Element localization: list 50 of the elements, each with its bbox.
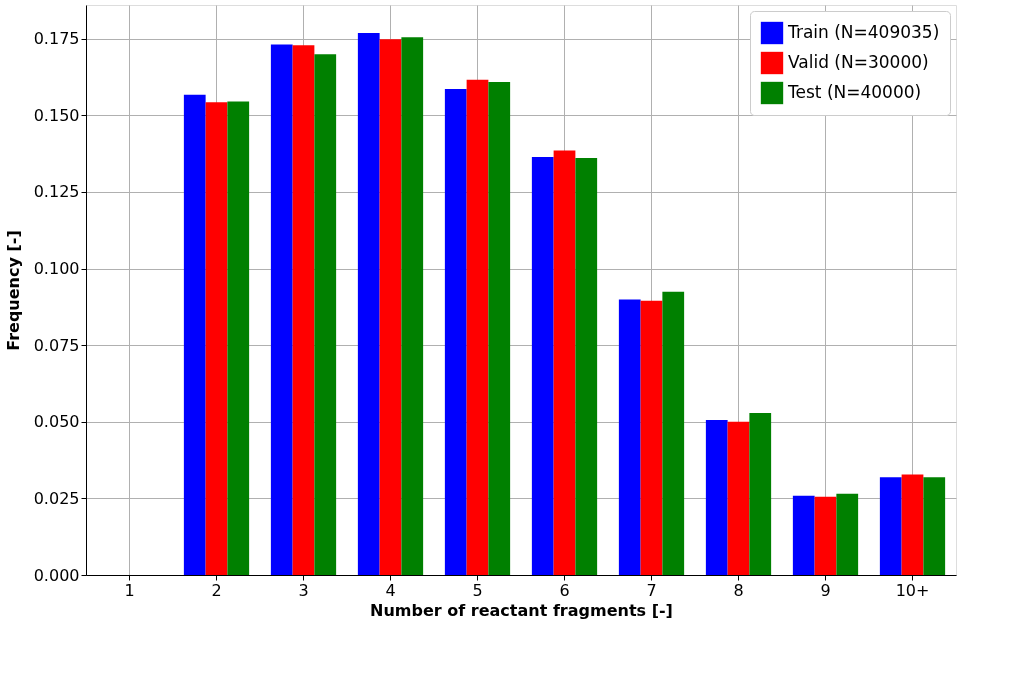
bar (814, 496, 837, 575)
bar (836, 493, 859, 575)
bar (488, 81, 511, 575)
x-tick-label: 5 (472, 580, 483, 600)
bar (357, 32, 380, 575)
bar (553, 150, 576, 575)
y-tick-label: 0.050 (33, 412, 80, 432)
bar (879, 477, 902, 575)
x-tick-label: 8 (733, 580, 744, 600)
bar (227, 101, 250, 575)
bar (379, 39, 402, 575)
bar (749, 412, 772, 575)
y-tick-label: 0.075 (33, 335, 80, 355)
bar (292, 45, 315, 575)
bar (575, 157, 598, 575)
bar (727, 421, 750, 575)
bar (705, 419, 728, 575)
legend-label: Test (N=40000) (787, 82, 922, 102)
bar (466, 79, 489, 575)
bar (662, 291, 685, 575)
x-tick-label: 9 (820, 580, 831, 600)
y-tick-label: 0.025 (33, 488, 80, 508)
x-tick-label: 6 (559, 580, 570, 600)
x-tick-label: 3 (298, 580, 309, 600)
bar (618, 299, 641, 575)
bar (205, 102, 228, 575)
y-tick-label: 0.150 (33, 105, 80, 125)
y-axis-title: Frequency [-] (3, 230, 23, 351)
legend-label: Valid (N=30000) (788, 52, 929, 72)
bar (792, 495, 815, 575)
x-tick-label: 10+ (895, 580, 930, 600)
bar (531, 157, 554, 575)
x-tick-label: 7 (646, 580, 657, 600)
y-tick-label: 0.000 (33, 565, 80, 585)
bar (401, 37, 424, 575)
y-tick-label: 0.125 (33, 182, 80, 202)
x-axis-title: Number of reactant fragments [-] (370, 600, 673, 620)
bar (444, 88, 467, 575)
x-tick-label: 2 (211, 580, 222, 600)
y-tick-label: 0.100 (33, 259, 80, 279)
legend-label: Train (N=409035) (787, 22, 940, 42)
bar (901, 474, 924, 575)
bar (923, 477, 946, 575)
x-tick-label: 4 (385, 580, 396, 600)
bar (640, 300, 663, 575)
y-tick-label: 0.175 (33, 29, 80, 49)
bar (270, 44, 293, 575)
bar (183, 94, 206, 575)
bar (314, 54, 337, 575)
x-tick-label: 1 (124, 580, 135, 600)
